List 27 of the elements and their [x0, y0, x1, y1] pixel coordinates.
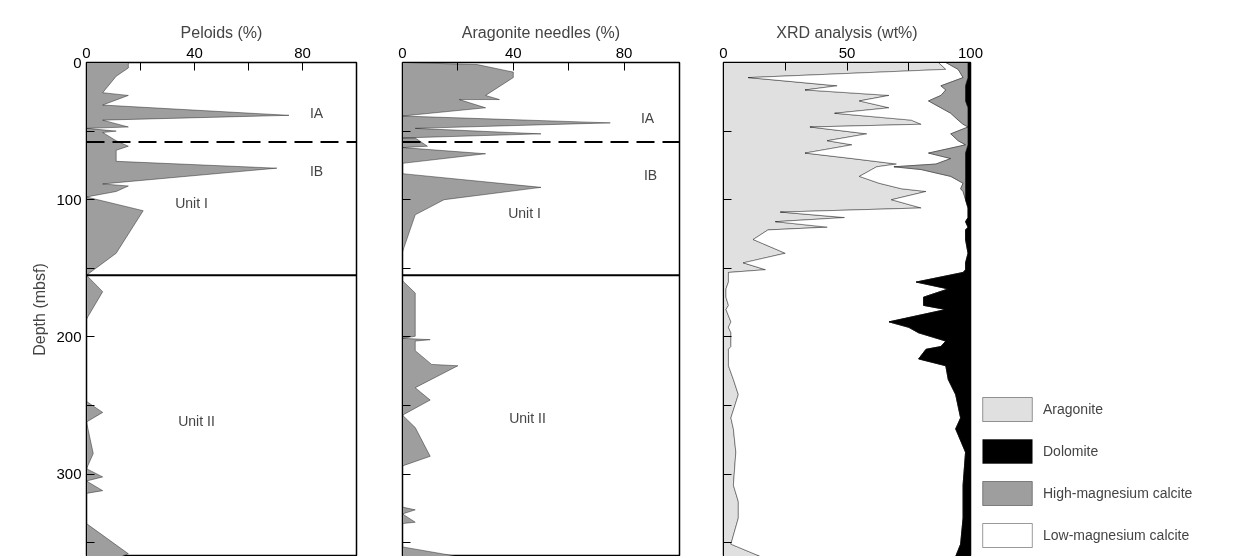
- y-tick-label: 200: [56, 327, 82, 345]
- legend-label: Aragonite: [1043, 401, 1104, 417]
- x-tick-label: 40: [504, 43, 522, 61]
- x-tick-label: 100: [957, 43, 984, 61]
- annotation: IA: [640, 109, 655, 126]
- x-tick-label: 80: [294, 43, 311, 61]
- x-tick-label: 40: [186, 43, 203, 61]
- annotation: IB: [643, 166, 658, 183]
- annotation: IA: [309, 104, 324, 121]
- x-axis-title: Peloids (%): [180, 23, 263, 41]
- annotation: Unit I: [508, 204, 541, 221]
- annotation: Unit II: [178, 412, 215, 429]
- x-tick-label: 80: [615, 43, 633, 61]
- x-axis-title: Aragonite needles (%): [461, 23, 621, 41]
- legend-label: High-magnesium calcite: [1043, 485, 1193, 501]
- x-tick-label: 50: [838, 43, 856, 61]
- x-axis-title: XRD analysis (wt%): [776, 23, 918, 41]
- annotation: Unit II: [509, 409, 546, 426]
- legend-label: Low-magnesium calcite: [1043, 527, 1190, 543]
- y-tick-label: 300: [56, 465, 82, 483]
- annotation: Unit I: [175, 194, 208, 211]
- y-axis-title: Depth (mbsf): [31, 263, 49, 356]
- y-tick-label: 100: [56, 190, 82, 208]
- legend-label: Dolomite: [1043, 443, 1100, 459]
- annotation: IB: [309, 162, 324, 179]
- x-tick-label: 0: [398, 43, 407, 61]
- x-tick-label: 0: [719, 43, 728, 61]
